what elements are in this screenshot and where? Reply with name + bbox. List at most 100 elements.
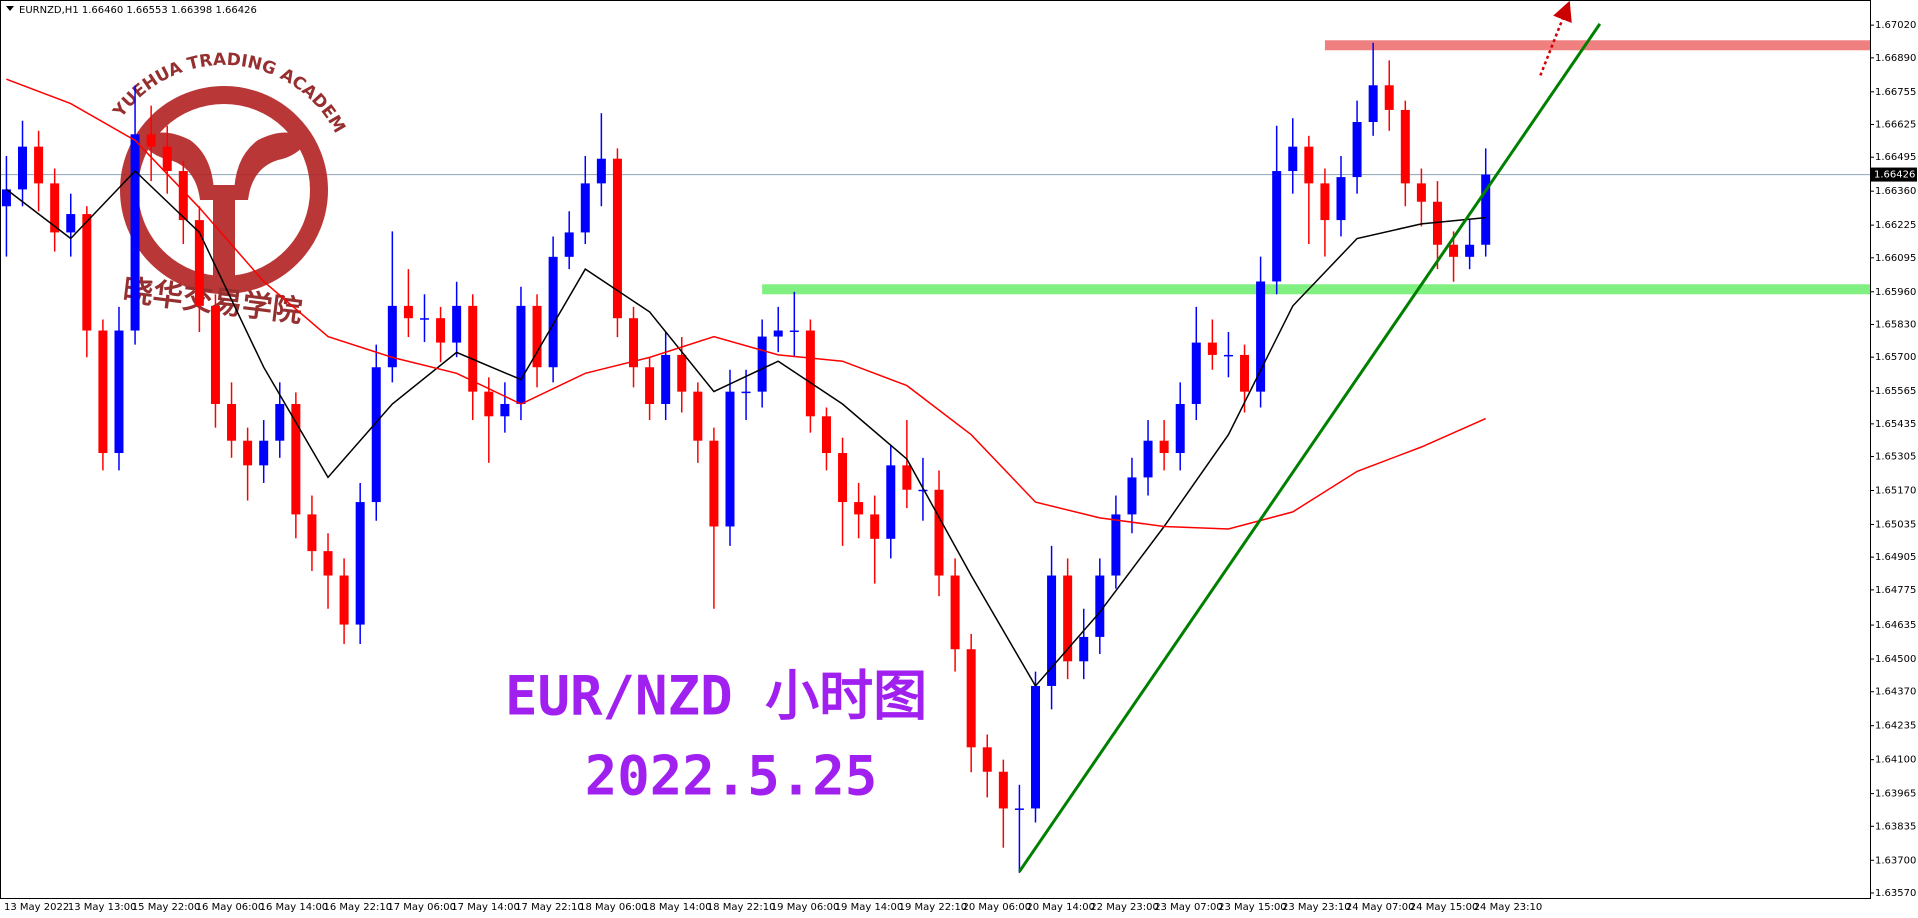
x-tick-label: 16 May 06:00 [196,902,265,913]
x-tick-label: 23 May 23:10 [1282,902,1351,913]
x-tick-label: 20 May 14:00 [1026,902,1095,913]
candle-body [1481,174,1491,245]
y-tick-label: 1.65305 [1875,452,1916,463]
candle-body [789,330,799,333]
candle-body [50,183,60,233]
candle-body [419,318,429,320]
y-tick-label: 1.64235 [1875,721,1916,732]
candle-body [1272,171,1282,282]
candle-body [1030,685,1040,809]
logo-stem [213,185,235,280]
y-tick-label: 1.67020 [1875,20,1916,31]
candle-body [693,391,703,441]
x-tick-label: 18 May 06:00 [579,902,648,913]
candle-body [307,514,317,552]
candle-body [773,330,783,337]
y-tick-label: 1.63965 [1875,789,1916,800]
candle-body [1352,121,1362,178]
candle-body [1320,183,1330,221]
candle-body [1449,244,1459,257]
candle-body [1143,440,1153,478]
candle-body [210,305,220,404]
candle-body [645,367,655,404]
x-tick-label: 13 May 13:00 [68,902,137,913]
x-tick-label: 19 May 06:00 [771,902,840,913]
x-tick-label: 23 May 07:00 [1154,902,1223,913]
candle-body [838,453,848,503]
candle-body [870,514,880,539]
candle-body [484,391,494,417]
candle-body [227,403,237,441]
candle-body [709,440,719,527]
y-tick-label: 1.65435 [1875,419,1916,430]
x-tick-label: 16 May 14:00 [260,902,329,913]
candle-body [757,336,767,392]
candle-body [516,305,526,404]
y-tick-label: 1.65565 [1875,386,1916,397]
candle-body [1400,109,1410,184]
candle-body [564,232,574,257]
candle-body [966,649,976,748]
x-tick-label: 17 May 06:00 [387,902,456,913]
annotation: EUR/NZD 小时图 [505,665,927,728]
y-tick-label: 1.66360 [1875,186,1916,197]
candle-body [982,747,992,772]
candle-body [323,551,333,576]
y-tick-label: 1.63835 [1875,821,1916,832]
candle-body [1432,201,1442,245]
candle-body [291,403,301,515]
candle-body [580,183,590,233]
candle-body [403,305,413,319]
moving-average [5,169,1486,688]
y-tick-label: 1.65830 [1875,319,1916,330]
y-tick-label: 1.65700 [1875,352,1916,363]
candle-body [371,367,381,503]
candle-body [1159,440,1169,454]
y-tick-label: 1.64500 [1875,654,1916,665]
moving-average [6,78,1487,530]
y-tick-label: 1.63570 [1875,888,1916,899]
x-tick-label: 19 May 14:00 [835,902,904,913]
candle-body [275,403,285,441]
candle-body [854,502,864,515]
x-tick-label: 19 May 22:10 [899,902,968,913]
y-tick-label: 1.66625 [1875,120,1916,131]
y-tick-label: 1.64905 [1875,552,1916,563]
plot-frame [0,0,1871,899]
y-tick-label: 1.66225 [1875,220,1916,231]
y-tick-label: 1.66495 [1875,152,1916,163]
candle-body [178,171,188,221]
candle-body [114,330,124,454]
candle-body [162,146,172,172]
y-tick-label: 1.66095 [1875,253,1916,264]
trendline [1018,23,1602,873]
annotation: 2022.5.25 [585,745,878,808]
candle-body [436,318,446,343]
candle-body [1336,177,1346,221]
candle-body [612,158,622,319]
candle-body [452,305,462,343]
candle-body [34,146,44,184]
candle-body [243,440,253,466]
candle-body [1207,342,1217,355]
price-zone [762,284,1870,295]
candle-body [1256,281,1266,392]
candle-body [677,354,687,392]
candle-body [805,330,815,417]
candle-body [1223,354,1233,357]
y-tick-label: 1.64635 [1875,620,1916,631]
candle-body [130,134,140,331]
candle-body [82,214,92,331]
menu-icon [6,6,14,11]
x-tick-label: 18 May 22:10 [707,902,776,913]
y-tick-label: 1.66755 [1875,87,1916,98]
y-tick-label: 1.64370 [1875,687,1916,698]
candle-body [1416,183,1426,202]
candle-body [1111,514,1121,576]
price-zone [1324,40,1870,51]
y-tick-label: 1.66890 [1875,53,1916,64]
x-tick-label: 24 May 23:10 [1474,902,1543,913]
candle-body [902,465,912,490]
candle-body [950,575,960,650]
